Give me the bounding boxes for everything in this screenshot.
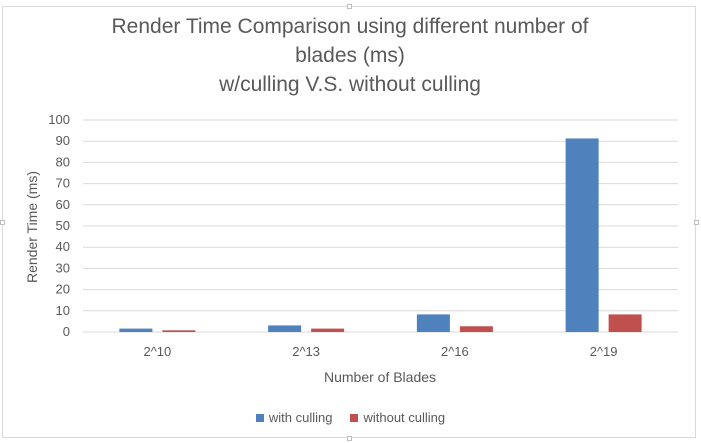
y-tick-label: 40 xyxy=(56,239,70,254)
legend-swatch-with-culling xyxy=(255,413,264,422)
x-axis-label: Number of Blades xyxy=(324,369,436,385)
y-tick-label: 20 xyxy=(56,282,70,297)
y-tick-label: 100 xyxy=(48,112,70,127)
y-tick-label: 80 xyxy=(56,154,70,169)
legend-item-with-culling[interactable]: with culling xyxy=(255,410,333,425)
x-tick-label: 2^19 xyxy=(590,344,618,359)
bars xyxy=(119,138,642,332)
resize-handle-left[interactable] xyxy=(0,220,5,225)
x-tick-label: 2^10 xyxy=(143,344,171,359)
y-tick-label: 90 xyxy=(56,133,70,148)
resize-handle-top[interactable] xyxy=(347,4,352,9)
bar-without-culling-2[interactable] xyxy=(459,326,493,332)
y-tick-labels: 0 10 20 30 40 50 60 70 80 90 100 xyxy=(48,112,70,339)
y-tick-label: 60 xyxy=(56,197,70,212)
bar-with-culling-2[interactable] xyxy=(416,314,450,332)
y-tick-label: 70 xyxy=(56,176,70,191)
y-tick-label: 0 xyxy=(63,324,70,339)
legend-label-without-culling: without culling xyxy=(363,410,446,425)
bar-with-culling-0[interactable] xyxy=(119,328,153,332)
bar-without-culling-1[interactable] xyxy=(311,328,345,332)
x-tick-labels: 2^10 2^13 2^16 2^19 xyxy=(143,344,617,359)
bar-without-culling-3[interactable] xyxy=(608,314,642,332)
chart-title[interactable]: Render Time Comparison using different n… xyxy=(95,12,605,99)
y-tick-label: 30 xyxy=(56,260,70,275)
chart-title-line-2: blades (ms) xyxy=(295,44,405,67)
legend-item-without-culling[interactable]: without culling xyxy=(350,410,445,425)
bar-without-culling-0[interactable] xyxy=(162,330,196,332)
x-tick-label: 2^13 xyxy=(292,344,320,359)
chart-title-line-3: w/culling V.S. without culling xyxy=(219,73,481,96)
legend[interactable]: with culling without culling xyxy=(0,410,701,425)
y-axis-label: Render Time (ms) xyxy=(24,171,40,283)
y-tick-label: 10 xyxy=(56,303,70,318)
resize-handle-right[interactable] xyxy=(694,220,699,225)
y-tick-label: 50 xyxy=(56,218,70,233)
x-tick-label: 2^16 xyxy=(441,344,469,359)
chart-title-line-1: Render Time Comparison using different n… xyxy=(111,15,589,38)
resize-handle-bottom[interactable] xyxy=(347,436,352,441)
legend-swatch-without-culling xyxy=(350,413,359,422)
legend-label-with-culling: with culling xyxy=(268,410,333,425)
bar-with-culling-1[interactable] xyxy=(268,325,302,332)
bar-with-culling-3[interactable] xyxy=(565,138,599,332)
